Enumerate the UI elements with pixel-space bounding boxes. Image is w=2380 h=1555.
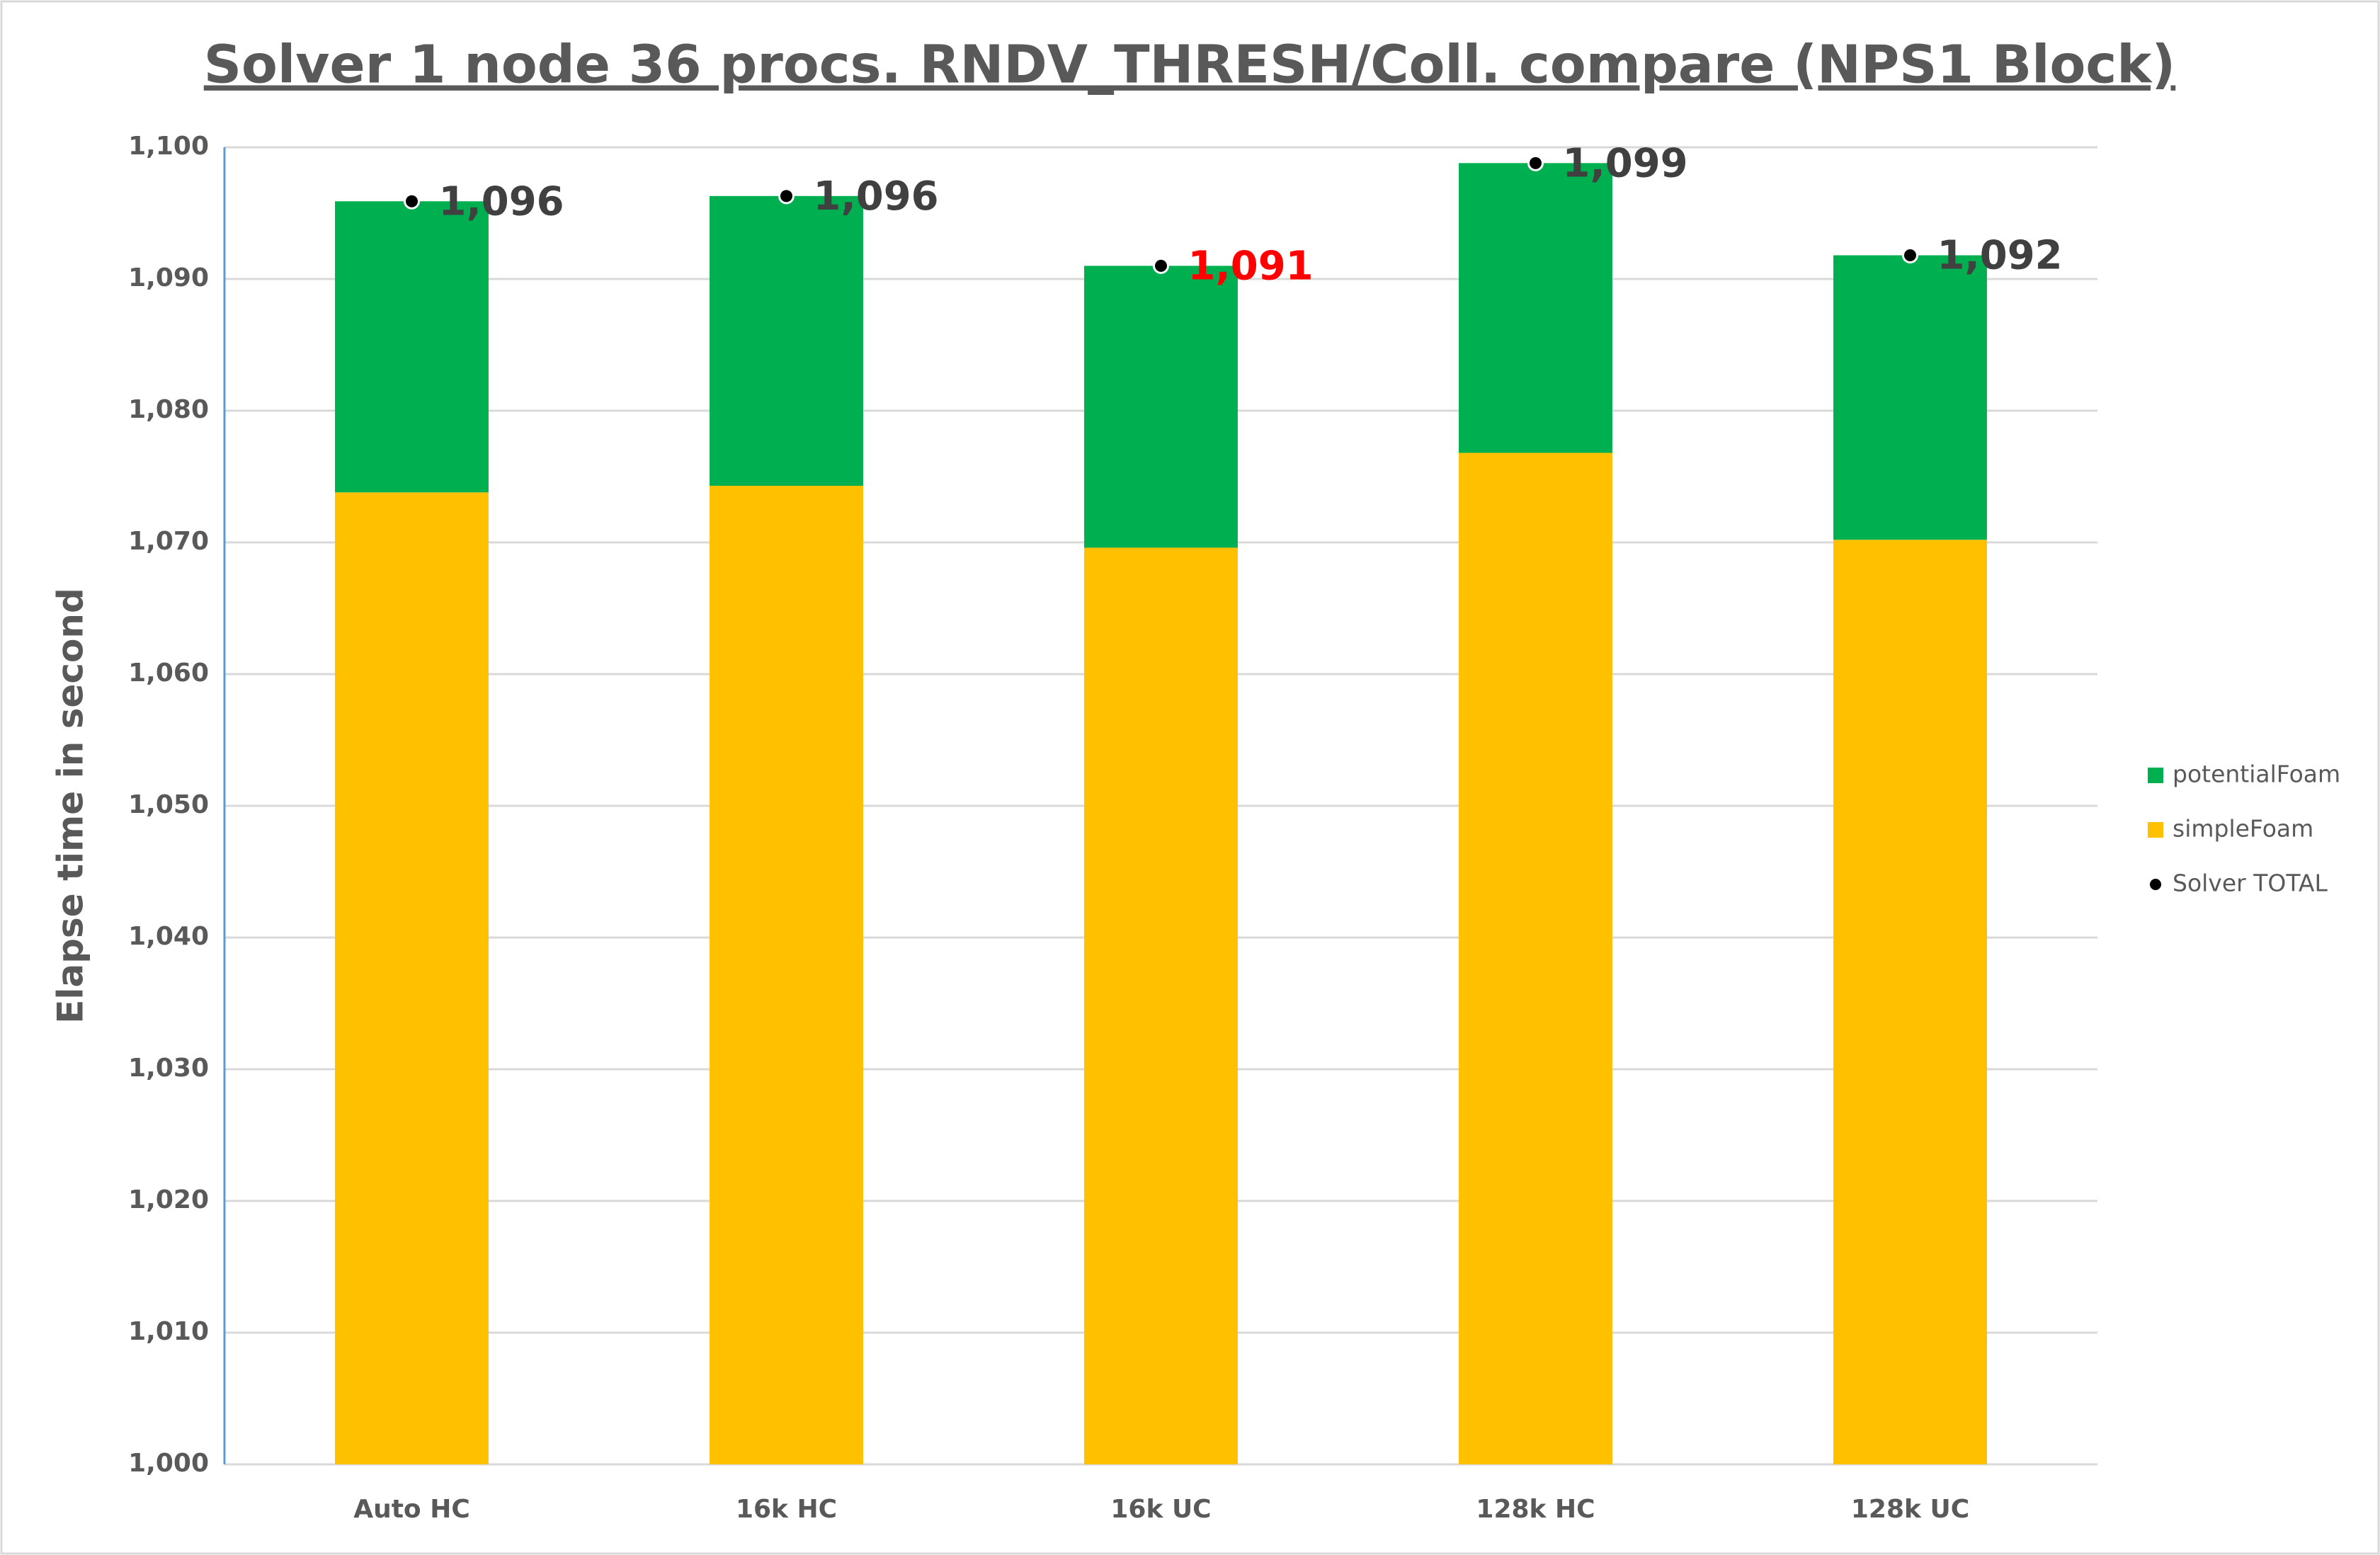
y-tick-label: 1,040 xyxy=(128,922,209,951)
legend-label: simpleFoam xyxy=(2173,815,2313,843)
total-marker xyxy=(1153,257,1169,274)
y-tick-label: 1,050 xyxy=(128,790,209,819)
x-tick-label: 128k HC xyxy=(1476,1495,1595,1524)
chart-title: Solver 1 node 36 procs. RNDV_THRESH/Coll… xyxy=(204,35,2175,96)
data-label: 1,099 xyxy=(1563,140,1688,186)
bar xyxy=(710,486,863,1464)
y-axis-title: Elapse time in second xyxy=(50,588,91,1024)
bar xyxy=(1459,163,1612,453)
x-tick-label: 16k HC xyxy=(736,1495,837,1524)
data-label: 1,096 xyxy=(439,178,564,224)
y-tick-label: 1,070 xyxy=(128,527,209,556)
data-label: 1,091 xyxy=(1188,244,1314,290)
total-marker xyxy=(404,193,420,210)
legend-label: potentialFoam xyxy=(2173,761,2340,788)
total-marker xyxy=(778,188,795,205)
x-tick-label: 16k UC xyxy=(1110,1495,1211,1524)
legend-swatch xyxy=(2148,822,2163,838)
y-tick-label: 1,090 xyxy=(128,263,209,292)
y-tick-label: 1,100 xyxy=(128,132,209,161)
y-tick-label: 1,060 xyxy=(128,659,209,688)
data-label: 1,096 xyxy=(814,173,939,220)
legend-marker xyxy=(2148,877,2163,892)
y-tick-label: 1,010 xyxy=(128,1317,209,1346)
bar xyxy=(1459,452,1612,1464)
bar xyxy=(1084,547,1238,1465)
legend-swatch xyxy=(2148,768,2163,783)
bar xyxy=(1833,255,1987,540)
y-tick-label: 1,030 xyxy=(128,1054,209,1083)
x-tick-label: Auto HC xyxy=(353,1495,470,1524)
bar xyxy=(335,201,489,493)
x-tick-label: 128k UC xyxy=(1851,1495,1969,1524)
bar xyxy=(1084,266,1238,548)
y-tick-label: 1,020 xyxy=(128,1185,209,1214)
y-tick-label: 1,000 xyxy=(128,1449,209,1478)
total-marker xyxy=(1902,247,1918,264)
data-label: 1,092 xyxy=(1937,233,2063,279)
total-marker xyxy=(1527,154,1544,171)
bar xyxy=(335,492,489,1464)
bar xyxy=(710,195,863,486)
legend-label: Solver TOTAL xyxy=(2173,870,2328,897)
bar xyxy=(1833,540,1987,1464)
y-tick-label: 1,080 xyxy=(128,395,209,424)
